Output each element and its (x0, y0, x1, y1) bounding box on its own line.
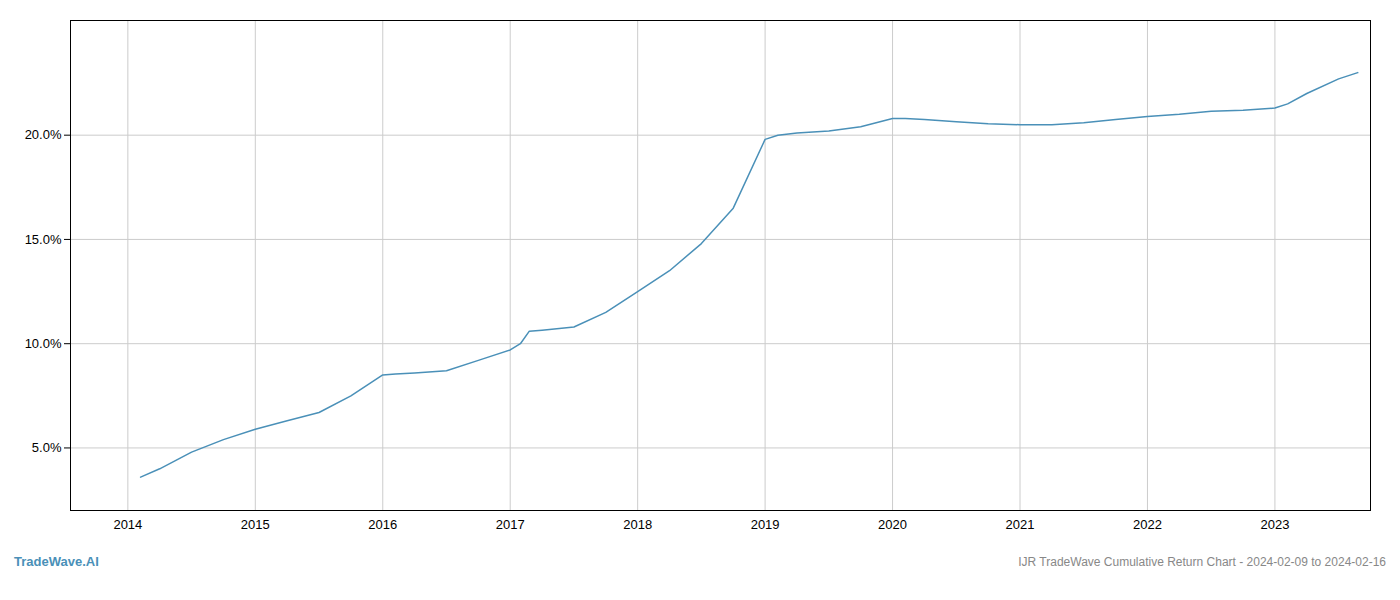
svg-text:10.0%: 10.0% (25, 336, 62, 351)
svg-text:2023: 2023 (1260, 517, 1289, 532)
svg-text:15.0%: 15.0% (25, 232, 62, 247)
svg-text:2018: 2018 (623, 517, 652, 532)
svg-text:2020: 2020 (878, 517, 907, 532)
svg-text:20.0%: 20.0% (25, 127, 62, 142)
svg-text:2021: 2021 (1006, 517, 1035, 532)
svg-text:5.0%: 5.0% (32, 440, 62, 455)
svg-text:2019: 2019 (751, 517, 780, 532)
svg-text:2015: 2015 (241, 517, 270, 532)
html-text:TradeWave.AI: TradeWave.AI (14, 554, 99, 569)
svg-text:2022: 2022 (1133, 517, 1162, 532)
svg-text:2017: 2017 (496, 517, 525, 532)
html-text:IJR TradeWave Cumulative Retur: IJR TradeWave Cumulative Return Chart - … (1018, 555, 1386, 569)
svg-text:2016: 2016 (368, 517, 397, 532)
svg-text:2014: 2014 (113, 517, 142, 532)
